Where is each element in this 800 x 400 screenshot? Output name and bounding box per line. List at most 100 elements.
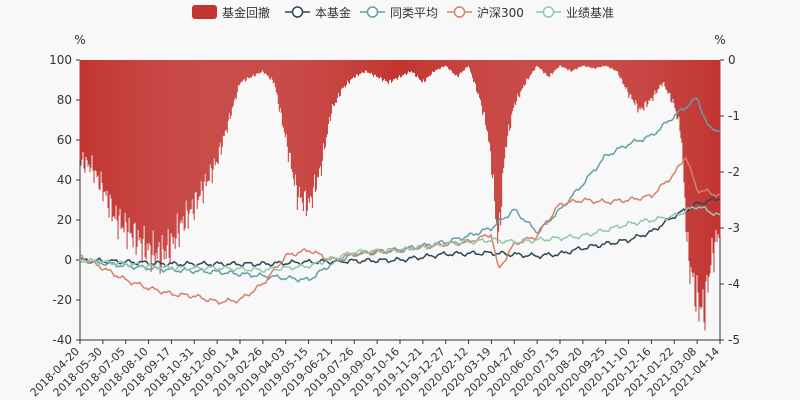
drawdown-bar xyxy=(561,60,563,67)
drawdown-bar xyxy=(385,60,387,82)
drawdown-bar xyxy=(91,60,93,156)
drawdown-bar xyxy=(663,60,665,82)
drawdown-bar xyxy=(150,60,152,272)
drawdown-bar xyxy=(125,60,127,222)
drawdown-bar xyxy=(681,60,683,143)
drawdown-bar xyxy=(550,60,552,74)
drawdown-bar xyxy=(358,60,360,75)
drawdown-bar xyxy=(629,60,631,95)
drawdown-bar xyxy=(430,60,432,76)
drawdown-bar xyxy=(667,60,669,94)
drawdown-bar xyxy=(504,60,506,159)
drawdown-bar xyxy=(709,60,711,274)
drawdown-bar xyxy=(353,60,355,78)
drawdown-bar xyxy=(139,60,141,238)
drawdown-bar xyxy=(116,60,118,221)
drawdown-bars xyxy=(79,60,721,331)
drawdown-bar xyxy=(183,60,185,231)
drawdown-bar xyxy=(545,60,547,73)
series-lines xyxy=(79,97,721,305)
drawdown-bar xyxy=(479,60,481,99)
drawdown-bar xyxy=(98,60,100,189)
drawdown-bar xyxy=(215,60,217,162)
drawdown-bar xyxy=(551,60,553,74)
drawdown-bar xyxy=(343,60,345,87)
drawdown-bar xyxy=(465,60,467,68)
drawdown-bar xyxy=(661,60,663,87)
legend-label-2[interactable]: 同类平均 xyxy=(390,6,438,20)
drawdown-bar xyxy=(614,60,616,71)
drawdown-bar xyxy=(682,60,684,163)
drawdown-bar xyxy=(455,60,457,76)
drawdown-bar xyxy=(294,60,296,175)
drawdown-bar xyxy=(579,60,581,68)
drawdown-bar xyxy=(253,60,255,77)
drawdown-bar xyxy=(236,60,238,93)
drawdown-bar xyxy=(589,60,591,68)
drawdown-bar xyxy=(319,60,321,167)
drawdown-bar xyxy=(167,60,169,229)
drawdown-bar xyxy=(403,60,405,76)
drawdown-bar xyxy=(124,60,126,213)
drawdown-bar xyxy=(306,60,308,211)
drawdown-bar xyxy=(304,60,306,191)
drawdown-bar xyxy=(719,60,721,238)
drawdown-bar xyxy=(250,60,252,78)
drawdown-bar xyxy=(428,60,430,77)
legend-label-3[interactable]: 沪深300 xyxy=(477,6,524,20)
drawdown-bar xyxy=(426,60,428,78)
drawdown-bar xyxy=(433,60,435,72)
drawdown-bar xyxy=(263,60,265,74)
legend-swatch-drawdown[interactable] xyxy=(192,5,217,19)
drawdown-bar xyxy=(714,60,716,242)
legend-label-1[interactable]: 本基金 xyxy=(315,5,351,20)
drawdown-bar xyxy=(157,60,159,248)
drawdown-bar xyxy=(113,60,115,217)
drawdown-bar xyxy=(662,60,664,84)
drawdown-bar xyxy=(405,60,407,74)
drawdown-bar xyxy=(257,60,259,74)
drawdown-bar xyxy=(611,60,613,68)
drawdown-bar xyxy=(106,60,108,191)
drawdown-bar xyxy=(109,60,111,195)
drawdown-bar xyxy=(336,60,338,98)
legend-label-0[interactable]: 基金回撤 xyxy=(222,5,270,20)
drawdown-bar xyxy=(440,60,442,69)
drawdown-bar xyxy=(451,60,453,71)
drawdown-bar xyxy=(173,60,175,238)
drawdown-bar xyxy=(499,60,501,213)
drawdown-bar xyxy=(351,60,353,79)
drawdown-bar xyxy=(496,60,498,225)
drawdown-bar xyxy=(178,60,180,248)
left-tick-label: 100 xyxy=(49,53,72,67)
drawdown-bar xyxy=(199,60,201,196)
drawdown-bar xyxy=(131,60,133,238)
drawdown-bar xyxy=(668,60,670,93)
drawdown-bar xyxy=(194,60,196,193)
drawdown-bar xyxy=(248,60,250,79)
legend-label-4[interactable]: 业绩基准 xyxy=(566,6,614,20)
drawdown-bar xyxy=(473,60,475,83)
drawdown-bar xyxy=(541,60,543,70)
drawdown-bar xyxy=(618,60,620,76)
drawdown-bar xyxy=(649,60,651,101)
drawdown-bar xyxy=(400,60,402,78)
drawdown-bar xyxy=(200,60,202,181)
drawdown-bar xyxy=(189,60,191,210)
drawdown-bar xyxy=(241,60,243,82)
drawdown-bar xyxy=(187,60,189,229)
drawdown-bar xyxy=(562,60,564,68)
drawdown-bar xyxy=(402,60,404,76)
drawdown-bar xyxy=(103,60,105,193)
drawdown-bar xyxy=(677,60,679,119)
drawdown-bar xyxy=(348,60,350,84)
drawdown-bar xyxy=(552,60,554,75)
drawdown-bar xyxy=(509,60,511,131)
drawdown-bar xyxy=(214,60,216,166)
drawdown-bar xyxy=(97,60,99,176)
drawdown-bar xyxy=(534,60,536,71)
drawdown-bar xyxy=(371,60,373,75)
drawdown-bar xyxy=(307,60,309,199)
drawdown-bar xyxy=(231,60,233,108)
